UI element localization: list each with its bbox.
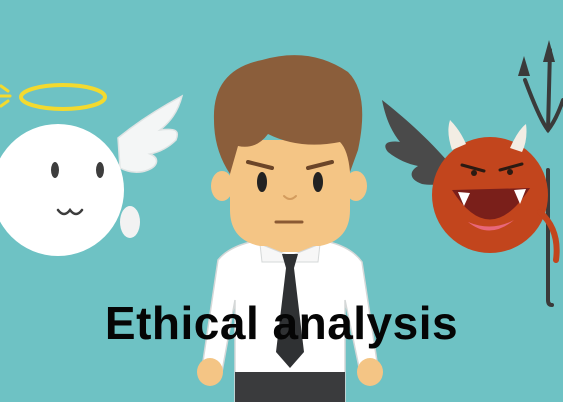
businessman-figure xyxy=(197,55,383,402)
devil-figure xyxy=(382,40,563,307)
hair xyxy=(213,55,363,174)
tie-icon xyxy=(276,254,304,368)
sparkle-icon xyxy=(0,84,12,108)
halo-icon xyxy=(19,83,107,111)
devil-wing-icon xyxy=(382,100,455,185)
trident-icon xyxy=(523,48,563,307)
face xyxy=(230,140,350,246)
angel-body xyxy=(0,124,124,256)
caption-text: Ethical analysis xyxy=(104,297,459,349)
angel-figure xyxy=(0,83,184,256)
angel-wing-icon xyxy=(117,94,184,173)
